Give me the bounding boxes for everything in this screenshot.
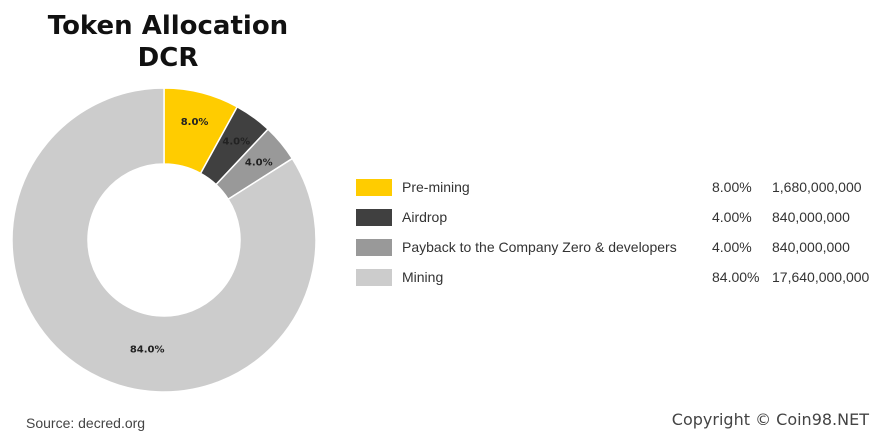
copyright-note: Copyright © Coin98.NET: [671, 410, 869, 429]
legend-swatch: [356, 239, 392, 256]
chart-legend: Pre-mining 8.00% 1,680,000,000 Airdrop 4.00%…: [356, 173, 876, 293]
legend-label: Pre-mining: [402, 179, 470, 195]
legend-swatch: [356, 209, 392, 226]
title-line-1: Token Allocation: [47, 11, 289, 41]
legend-item: Airdrop 4.00% 840,000,000: [356, 203, 876, 233]
legend-percent: 84.00%: [712, 269, 760, 285]
legend-item: Mining 84.00% 17,640,000,000: [356, 263, 876, 293]
slice-label: 8.0%: [181, 117, 209, 128]
slice-label: 4.0%: [245, 158, 273, 169]
legend-swatch: [356, 179, 392, 196]
legend-item: Pre-mining 8.00% 1,680,000,000: [356, 173, 876, 203]
slice-mining: [11, 87, 317, 393]
donut-chart: 8.0% 4.0% 4.0% 84.0%: [11, 87, 317, 393]
chart-title: Token Allocation DCR: [18, 10, 318, 74]
legend-percent: 8.00%: [712, 179, 752, 195]
legend-percent: 4.00%: [712, 239, 752, 255]
legend-label: Payback to the Company Zero & developers: [402, 239, 677, 255]
slice-label: 84.0%: [130, 345, 165, 356]
legend-amount: 840,000,000: [772, 209, 850, 225]
title-line-2: DCR: [137, 43, 199, 73]
legend-swatch: [356, 269, 392, 286]
legend-amount: 840,000,000: [772, 239, 850, 255]
legend-label: Airdrop: [402, 209, 448, 225]
legend-percent: 4.00%: [712, 209, 752, 225]
slice-label: 4.0%: [222, 136, 250, 147]
legend-label: Mining: [402, 269, 444, 285]
legend-amount: 17,640,000,000: [772, 269, 870, 285]
legend-item: Payback to the Company Zero & developers…: [356, 233, 876, 263]
legend-amount: 1,680,000,000: [772, 179, 862, 195]
source-note: Source: decred.org: [26, 415, 146, 431]
